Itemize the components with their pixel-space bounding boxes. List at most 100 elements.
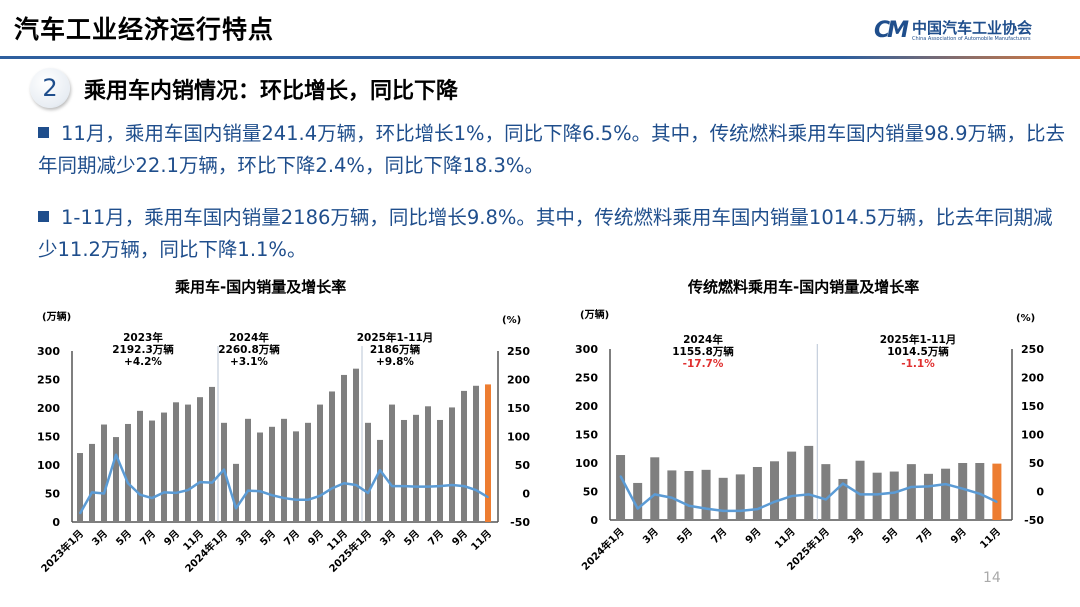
right-y-tick-label: 0 — [522, 488, 530, 501]
growth-rate-point — [451, 484, 453, 486]
sales-bar — [389, 404, 395, 522]
sales-bar — [975, 463, 985, 520]
right-y-tick-label: -50 — [1024, 514, 1044, 527]
sales-bar — [838, 478, 848, 520]
sales-bar — [173, 402, 179, 522]
sales-bar — [281, 418, 287, 522]
period-annotation: 1155.8万辆 — [672, 345, 734, 358]
growth-rate-point — [367, 492, 369, 494]
x-tick-label: 11月 — [469, 528, 494, 553]
sales-bar — [269, 426, 275, 522]
growth-rate-point — [825, 498, 827, 501]
left-y-tick-label: 50 — [45, 488, 61, 501]
period-annotation: -17.7% — [683, 358, 724, 370]
sales-bar — [365, 422, 371, 522]
x-tick-label: 9月 — [162, 528, 182, 548]
growth-rate-point — [463, 485, 465, 487]
growth-rate-point — [893, 491, 896, 494]
left-y-tick-label: 200 — [37, 402, 60, 415]
right-y-tick-label: 200 — [1021, 372, 1044, 385]
left-y-tick-label: 100 — [37, 459, 60, 472]
right-axis-unit: (%) — [502, 315, 521, 326]
right-y-tick-label: 200 — [507, 374, 530, 387]
sales-bar — [821, 464, 831, 520]
growth-rate-point — [790, 495, 793, 497]
growth-rate-point — [807, 493, 810, 496]
sales-bar — [735, 474, 745, 520]
header-divider — [0, 56, 1080, 59]
right-y-tick-label: 50 — [515, 459, 531, 472]
x-tick-label: 3月 — [234, 528, 254, 548]
growth-rate-point — [355, 484, 357, 486]
growth-rate-point — [79, 512, 81, 515]
sales-bar — [101, 424, 107, 522]
x-tick-label: 5月 — [258, 528, 278, 548]
sales-bar — [197, 397, 203, 522]
left-y-tick-label: 50 — [583, 486, 599, 499]
growth-rate-point — [127, 482, 129, 485]
period-annotation: +4.2% — [124, 356, 162, 368]
bullet-square-icon — [38, 211, 49, 222]
left-y-tick-label: 150 — [575, 429, 598, 442]
growth-rate-point — [379, 469, 381, 471]
bullet-item: 1-11月，乘用车国内销量2186万辆，同比增长9.8%。其中，传统燃料乘用车国… — [38, 202, 1068, 266]
period-annotation: 2024年 — [683, 333, 723, 346]
left-y-tick-label: 200 — [575, 400, 598, 413]
period-annotation: 2023年 — [123, 331, 163, 344]
x-tick-label: 2023年1月 — [38, 527, 86, 575]
x-tick-label: 9月 — [948, 526, 968, 546]
bullet-text: 1-11月，乘用车国内销量2186万辆，同比增长9.8%。其中，传统燃料乘用车国… — [38, 206, 1053, 261]
growth-rate-point — [487, 496, 489, 499]
growth-rate-point — [271, 494, 273, 497]
period-annotation: -1.1% — [901, 358, 935, 370]
x-tick-label: 11月 — [978, 526, 1003, 551]
sales-bar — [149, 420, 155, 522]
period-annotation: 1014.5万辆 — [887, 345, 949, 358]
passenger-car-sales-chart: (万辆) (%) 0 50 100 150 200 250 300 -50 0 50 100 150 200… — [37, 310, 531, 575]
bullet-square-icon — [38, 127, 49, 138]
x-tick-label: 7月 — [282, 528, 302, 548]
x-tick-label: 3月 — [90, 528, 110, 548]
growth-rate-point — [439, 485, 441, 487]
growth-rate-point — [653, 493, 656, 496]
period-annotation: +9.8% — [376, 356, 414, 368]
growth-rate-point — [163, 491, 165, 494]
sales-bar — [906, 464, 916, 520]
period-annotation: 2186万辆 — [370, 343, 421, 356]
right-y-tick-label: 0 — [1036, 486, 1044, 499]
growth-rate-point — [211, 481, 213, 484]
left-axis-unit: (万辆) — [42, 310, 71, 323]
left-axis-unit: (万辆) — [580, 308, 609, 321]
growth-rate-point — [139, 493, 141, 496]
growth-rate-point — [115, 453, 117, 456]
growth-rate-point — [319, 494, 321, 497]
sales-bar — [667, 470, 677, 520]
x-tick-label: 3月 — [640, 526, 660, 546]
chart-title: 传统燃料乘用车-国内销量及增长率 — [688, 278, 920, 296]
right-y-tick-label: -50 — [510, 516, 530, 529]
period-annotation: 2260.8万辆 — [218, 343, 280, 356]
right-y-tick-label: 100 — [1021, 429, 1044, 442]
page-number: 14 — [983, 570, 1001, 586]
sales-bar — [804, 445, 814, 520]
growth-rate-point — [756, 508, 759, 510]
period-annotation: 2024年 — [229, 331, 269, 344]
growth-rate-point — [961, 487, 964, 490]
x-tick-label: 9月 — [450, 528, 470, 548]
x-tick-label: 7月 — [709, 526, 729, 546]
right-y-tick-label: 50 — [1029, 457, 1045, 470]
right-y-tick-label: 250 — [1021, 343, 1044, 356]
chart-title: 乘用车-国内销量及增长率 — [175, 278, 347, 296]
sales-bar — [377, 439, 383, 522]
growth-rate-point — [391, 485, 393, 487]
period-annotation: +3.1% — [230, 356, 268, 368]
growth-rate-point — [247, 489, 249, 492]
sales-bar — [257, 432, 263, 522]
x-tick-label: 11月 — [772, 526, 797, 551]
left-y-tick-label: 250 — [575, 372, 598, 385]
right-y-tick-label: 100 — [507, 431, 530, 444]
growth-rate-point — [842, 482, 844, 485]
sales-bar — [992, 463, 1002, 520]
right-axis-unit: (%) — [1016, 313, 1035, 324]
left-y-tick-label: 100 — [575, 457, 598, 470]
